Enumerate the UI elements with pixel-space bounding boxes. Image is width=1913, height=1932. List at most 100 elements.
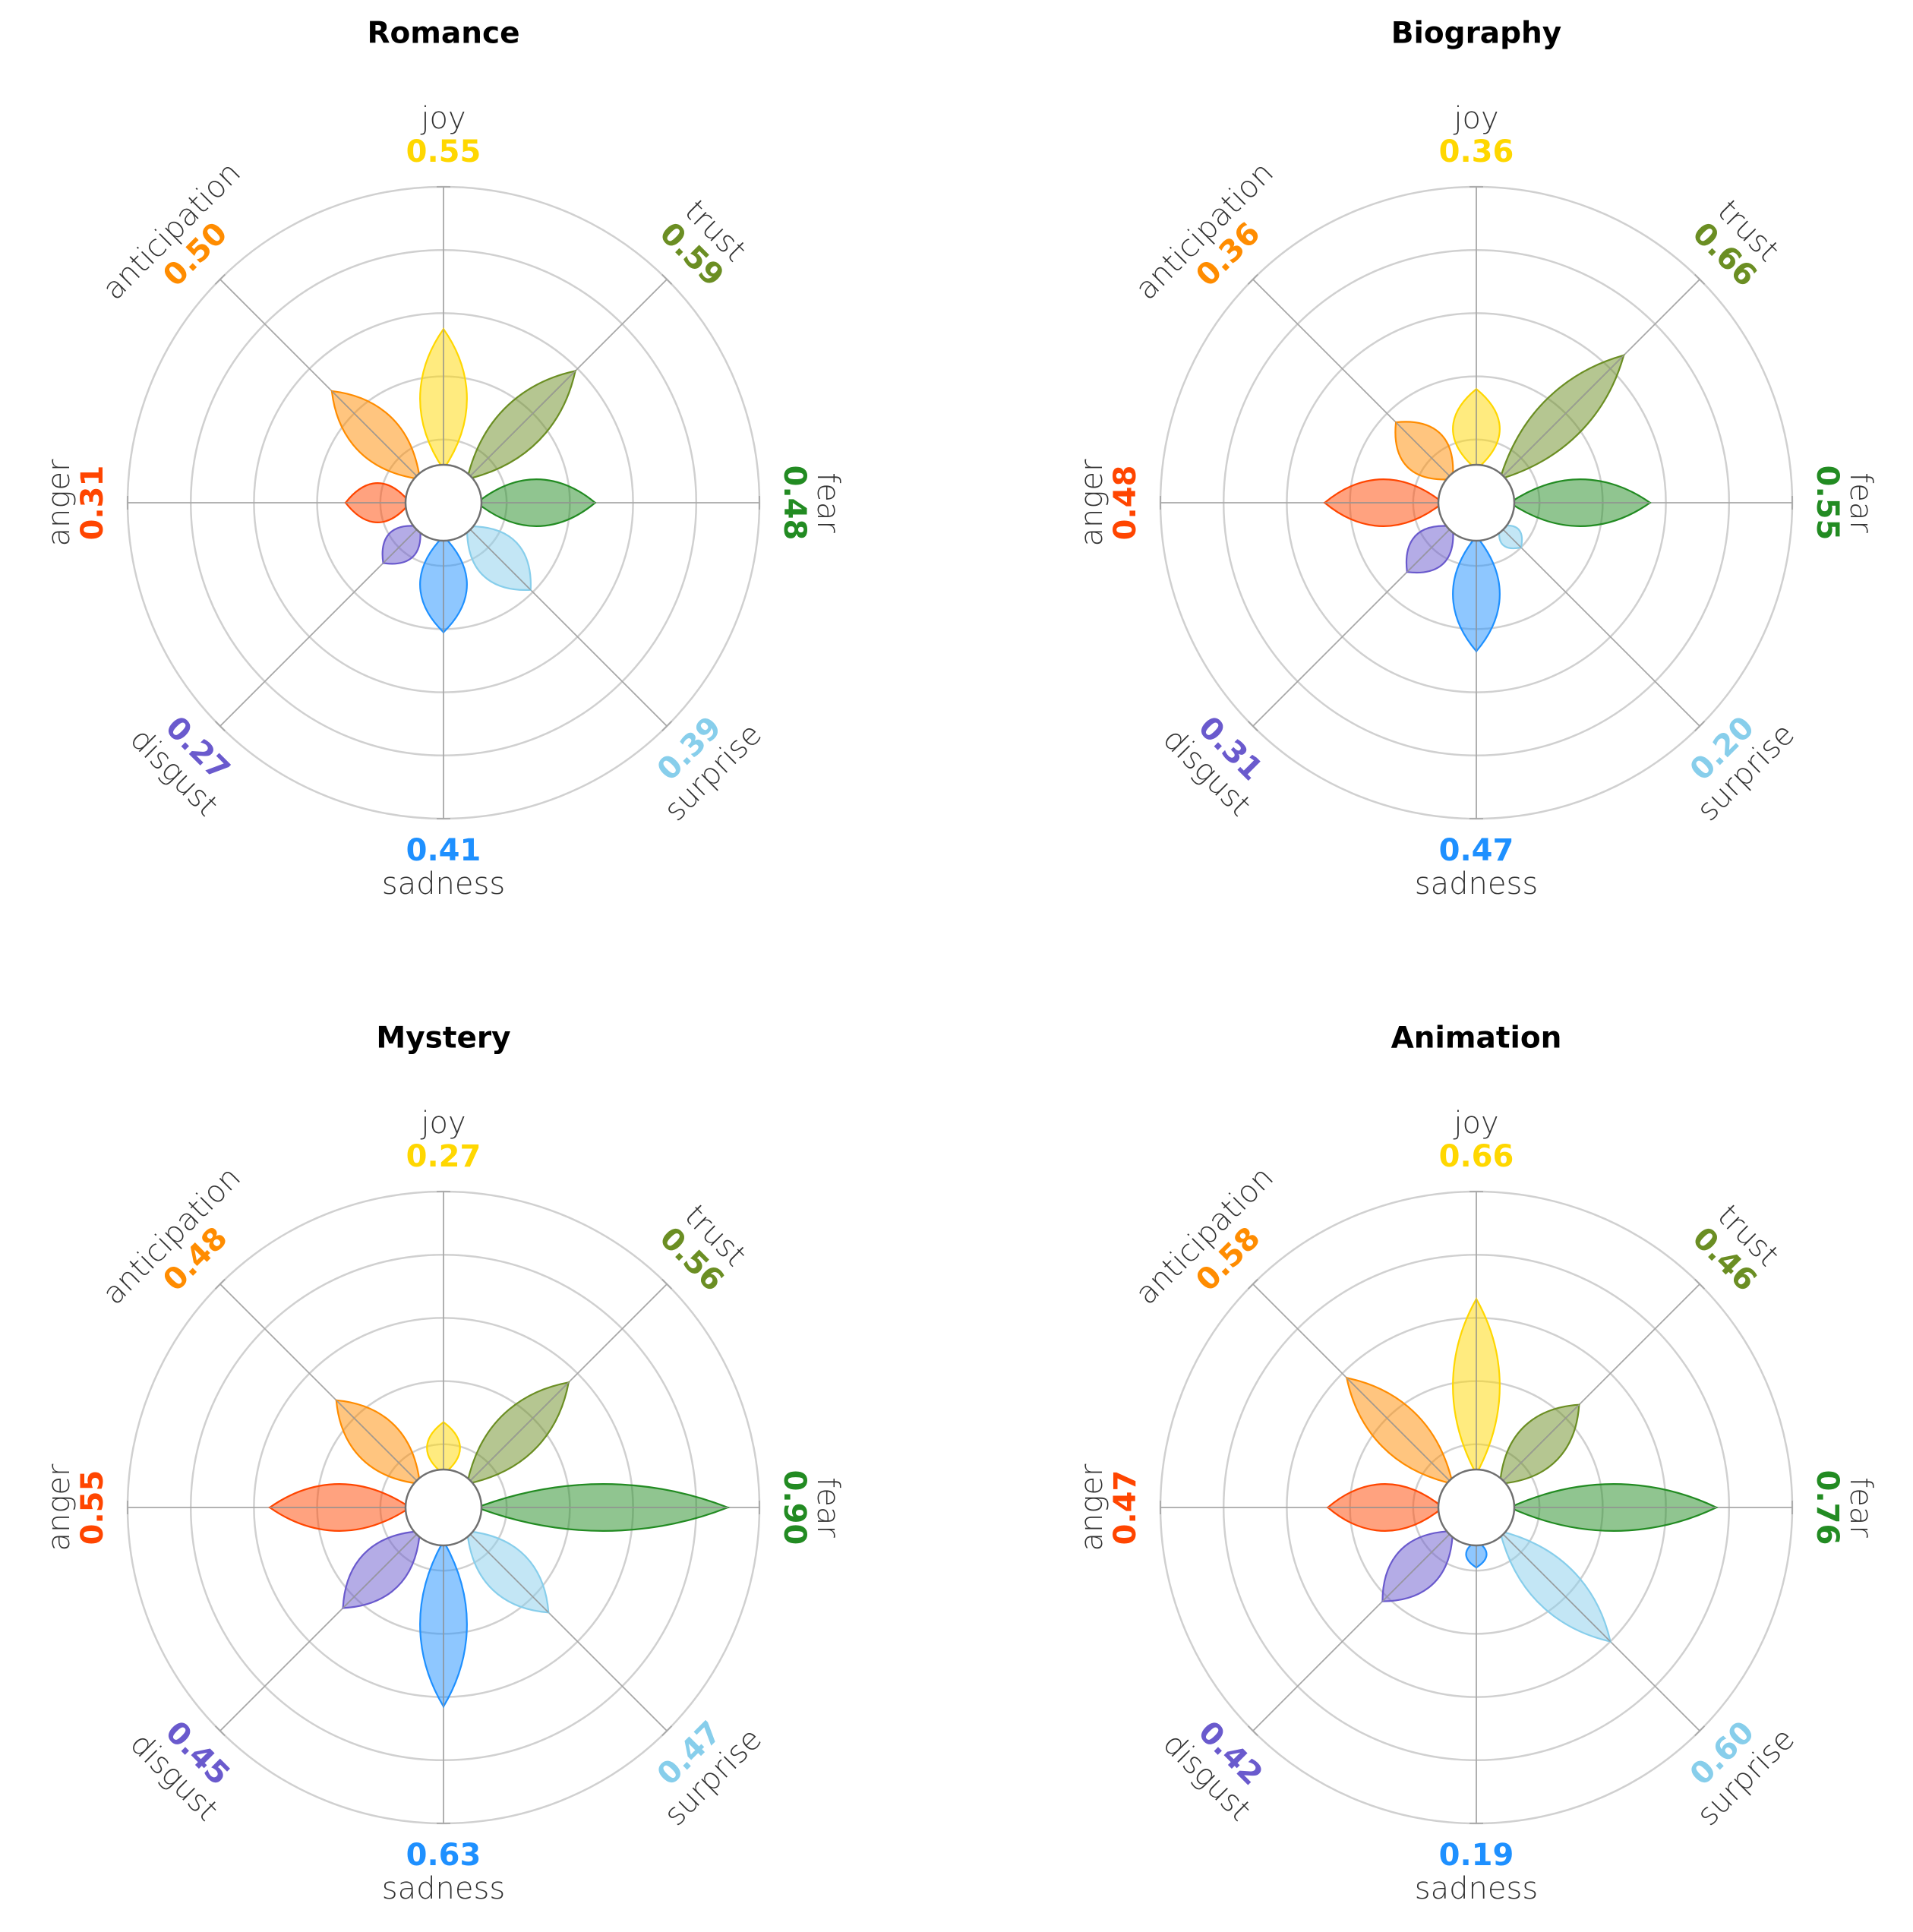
chart-title: Animation xyxy=(1391,1021,1562,1056)
chart-title: Biography xyxy=(1391,17,1561,51)
petal-midrib-anticipation xyxy=(1395,421,1454,480)
petal-midrib-trust xyxy=(1499,355,1624,480)
value-label-anger: 0.47 xyxy=(1108,1470,1143,1545)
value-label-sadness: 0.19 xyxy=(1439,1838,1514,1873)
center-hub xyxy=(404,1468,483,1547)
tick-disgust xyxy=(214,1725,226,1737)
tick-anticipation xyxy=(1247,1278,1258,1290)
petal-midrib-surprise xyxy=(466,1530,549,1613)
petal-midrib-disgust xyxy=(1406,526,1454,573)
tick-trust xyxy=(661,273,673,285)
category-label-anger: anger xyxy=(42,459,77,546)
tick-anticipation xyxy=(1247,273,1258,285)
tick-disgust xyxy=(1247,721,1258,732)
petal-midrib-disgust xyxy=(383,526,421,564)
tick-anticipation xyxy=(214,1278,226,1290)
petal-midrib-surprise xyxy=(1499,1530,1611,1642)
tick-disgust xyxy=(214,721,226,732)
tick-surprise xyxy=(1694,1725,1706,1737)
tick-disgust xyxy=(1247,1725,1258,1737)
category-label-joy: joy xyxy=(1453,101,1498,136)
category-label-sadness: sadness xyxy=(1415,1871,1538,1906)
category-label-fear: fear xyxy=(1843,1477,1878,1538)
value-label-joy: 0.66 xyxy=(1439,1139,1514,1174)
category-label-fear: fear xyxy=(810,1477,845,1538)
petal-midrib-disgust xyxy=(343,1530,421,1608)
tick-anticipation xyxy=(214,273,226,285)
chart-title: Romance xyxy=(367,17,519,51)
tick-surprise xyxy=(1694,721,1706,732)
category-label-anger: anger xyxy=(42,1463,77,1551)
tick-trust xyxy=(1694,1278,1706,1290)
petal-midrib-anticipation xyxy=(1346,1377,1454,1485)
value-label-sadness: 0.47 xyxy=(1439,833,1514,868)
value-label-fear: 0.90 xyxy=(777,1470,812,1545)
petal-midrib-anticipation xyxy=(336,1400,421,1485)
category-label-sadness: sadness xyxy=(382,867,505,901)
petal-midrib-surprise xyxy=(466,526,532,591)
center-hub xyxy=(1437,463,1516,542)
value-label-fear: 0.55 xyxy=(1810,466,1845,541)
petal-midrib-trust xyxy=(466,370,576,480)
center-hub xyxy=(1437,1468,1516,1547)
petal-midrib-disgust xyxy=(1381,1530,1454,1602)
tick-surprise xyxy=(661,721,673,732)
tick-trust xyxy=(1694,273,1706,285)
value-label-anger: 0.55 xyxy=(75,1470,110,1545)
value-label-fear: 0.76 xyxy=(1810,1470,1845,1545)
category-label-joy: joy xyxy=(420,101,466,136)
category-label-joy: joy xyxy=(420,1106,466,1141)
category-label-fear: fear xyxy=(1843,472,1878,533)
value-label-fear: 0.48 xyxy=(777,466,812,541)
value-label-sadness: 0.41 xyxy=(406,833,481,868)
value-label-joy: 0.55 xyxy=(406,134,481,169)
category-label-anger: anger xyxy=(1075,459,1110,546)
petal-midrib-trust xyxy=(466,1381,570,1485)
tick-surprise xyxy=(661,1725,673,1737)
value-label-anger: 0.48 xyxy=(1108,466,1143,541)
center-hub xyxy=(404,463,483,542)
petal-midrib-trust xyxy=(1499,1404,1580,1485)
category-label-sadness: sadness xyxy=(1415,867,1538,901)
value-label-sadness: 0.63 xyxy=(406,1838,481,1873)
petal-midrib-anticipation xyxy=(331,390,421,480)
value-label-joy: 0.27 xyxy=(406,1139,481,1174)
category-label-sadness: sadness xyxy=(382,1871,505,1906)
tick-trust xyxy=(661,1278,673,1290)
category-label-fear: fear xyxy=(810,472,845,533)
category-label-joy: joy xyxy=(1453,1106,1498,1141)
value-label-joy: 0.36 xyxy=(1439,134,1514,169)
value-label-anger: 0.31 xyxy=(75,466,110,541)
